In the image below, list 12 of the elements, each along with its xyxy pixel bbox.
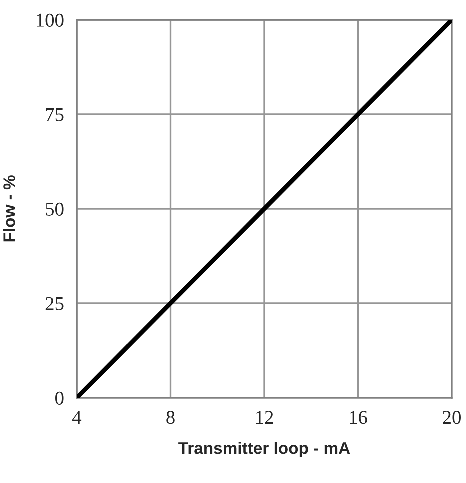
y-tick-label: 25 <box>46 297 64 310</box>
y-tick-label: 50 <box>46 202 64 216</box>
x-axis-title: Transmitter loop - mA <box>178 442 350 458</box>
x-tick-label: 20 <box>443 411 461 424</box>
x-tick-label: 8 <box>166 411 175 424</box>
y-tick-label: 75 <box>46 108 64 122</box>
y-axis-title: Flow - % <box>3 176 16 242</box>
x-tick-label: 4 <box>72 411 82 424</box>
x-tick-label: 16 <box>350 411 368 424</box>
y-tick-label: 0 <box>56 392 64 405</box>
x-tick-label: 12 <box>256 411 274 424</box>
y-tick-label: 100 <box>37 14 64 27</box>
